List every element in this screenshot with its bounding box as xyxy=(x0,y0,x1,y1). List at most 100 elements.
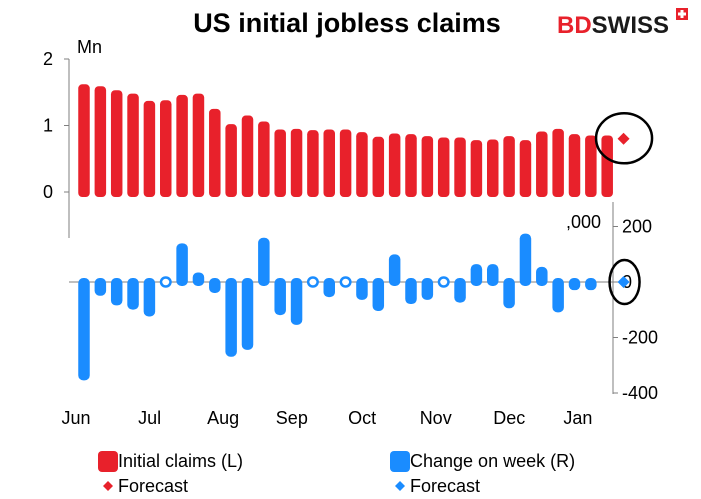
plot-area: 012Mn2000-200-400,000JunJulAugSepOctNovD… xyxy=(43,37,658,428)
forecast-highlight-circle xyxy=(608,258,641,306)
legend-swatch xyxy=(390,451,410,472)
x-tick-label: Sep xyxy=(276,408,308,428)
change-bar xyxy=(290,278,303,325)
claims-bar xyxy=(437,137,450,197)
claims-bar xyxy=(585,135,597,197)
change-bar xyxy=(192,272,205,286)
change-bar xyxy=(437,276,450,288)
change-bar xyxy=(127,278,139,310)
claims-bar xyxy=(356,132,368,197)
change-bar xyxy=(143,278,156,317)
claims-bar xyxy=(503,136,515,197)
change-bar xyxy=(94,278,107,296)
claims-bar xyxy=(258,121,270,197)
claims-bar xyxy=(454,137,466,197)
change-bar xyxy=(274,278,286,316)
claims-bar xyxy=(160,100,172,197)
change-bar xyxy=(552,278,564,313)
change-forecast-marker xyxy=(617,276,630,288)
right-unit-label: ,000 xyxy=(566,212,601,232)
legend-swatch xyxy=(395,481,405,491)
change-bar xyxy=(421,278,434,300)
change-bar xyxy=(225,278,237,357)
claims-bar xyxy=(176,94,188,197)
x-tick-label: Oct xyxy=(348,408,376,428)
claims-bar xyxy=(339,129,352,197)
claims-bar xyxy=(78,84,90,197)
claims-bar xyxy=(568,134,581,197)
change-bar xyxy=(78,278,90,381)
legend-label: Change on week (R) xyxy=(410,451,575,471)
right-tick-label: -400 xyxy=(622,383,658,403)
legend-swatch xyxy=(98,451,118,472)
change-bar xyxy=(356,278,368,300)
change-bar xyxy=(110,278,123,306)
x-tick-label: Dec xyxy=(493,408,525,428)
claims-bar xyxy=(225,124,237,197)
x-tick-label: Jun xyxy=(61,408,90,428)
logo-cross-icon xyxy=(676,8,688,20)
claims-bar xyxy=(470,140,483,197)
claims-bar xyxy=(110,90,123,197)
claims-bar xyxy=(94,86,107,197)
claims-forecast-marker xyxy=(617,132,630,145)
claims-bar xyxy=(405,134,417,197)
x-tick-label: Jan xyxy=(563,408,592,428)
claims-bar xyxy=(372,136,385,197)
change-bar xyxy=(519,233,532,286)
right-tick-label: -200 xyxy=(622,328,658,348)
claims-bar xyxy=(241,115,254,197)
forecast-highlight-circle xyxy=(594,112,654,165)
claims-bar xyxy=(290,128,303,197)
claims-bar xyxy=(421,136,434,197)
claims-bar xyxy=(209,108,221,197)
x-tick-label: Aug xyxy=(207,408,239,428)
claims-bar xyxy=(552,128,564,197)
claims-bar xyxy=(274,129,286,197)
legend-label: Initial claims (L) xyxy=(118,451,243,471)
change-bar xyxy=(585,278,597,291)
claims-bar xyxy=(192,93,205,197)
left-unit-label: Mn xyxy=(77,37,102,57)
chart-title: US initial jobless claims xyxy=(193,8,501,38)
claims-bar xyxy=(127,93,139,197)
change-bar xyxy=(405,278,417,305)
claims-bar xyxy=(307,130,319,197)
brand-logo: BDSWISS xyxy=(557,8,688,39)
claims-bar xyxy=(388,133,401,197)
legend-swatch xyxy=(103,481,113,491)
change-bar xyxy=(470,264,483,286)
claims-bar xyxy=(143,100,156,197)
claims-bar xyxy=(323,129,335,197)
logo-text: BDSWISS xyxy=(557,12,669,39)
right-tick-label: 200 xyxy=(622,217,652,237)
change-bar xyxy=(372,278,385,311)
change-bar xyxy=(241,278,254,350)
change-bar xyxy=(339,276,352,288)
claims-bar xyxy=(536,131,548,197)
legend: Initial claims (L) Change on week (R) Fore… xyxy=(98,451,575,496)
change-bar xyxy=(568,278,581,291)
change-bar xyxy=(258,237,270,286)
left-tick-label: 2 xyxy=(43,49,53,69)
claims-bar xyxy=(487,139,499,197)
change-bar xyxy=(306,276,319,288)
change-bar xyxy=(454,278,466,303)
legend-label: Forecast xyxy=(410,476,480,496)
change-bar xyxy=(323,278,335,298)
legend-label: Forecast xyxy=(118,476,188,496)
change-bar xyxy=(388,254,401,286)
left-tick-label: 1 xyxy=(43,116,53,136)
change-bar xyxy=(209,278,221,293)
left-tick-label: 0 xyxy=(43,182,53,202)
change-bar xyxy=(487,264,499,286)
claims-bar xyxy=(601,135,613,197)
claims-bar xyxy=(519,140,532,197)
change-bar xyxy=(503,278,515,309)
change-bar xyxy=(159,276,172,288)
change-bar xyxy=(176,243,188,286)
x-tick-label: Nov xyxy=(420,408,452,428)
x-tick-label: Jul xyxy=(138,408,161,428)
change-bar xyxy=(536,266,548,286)
